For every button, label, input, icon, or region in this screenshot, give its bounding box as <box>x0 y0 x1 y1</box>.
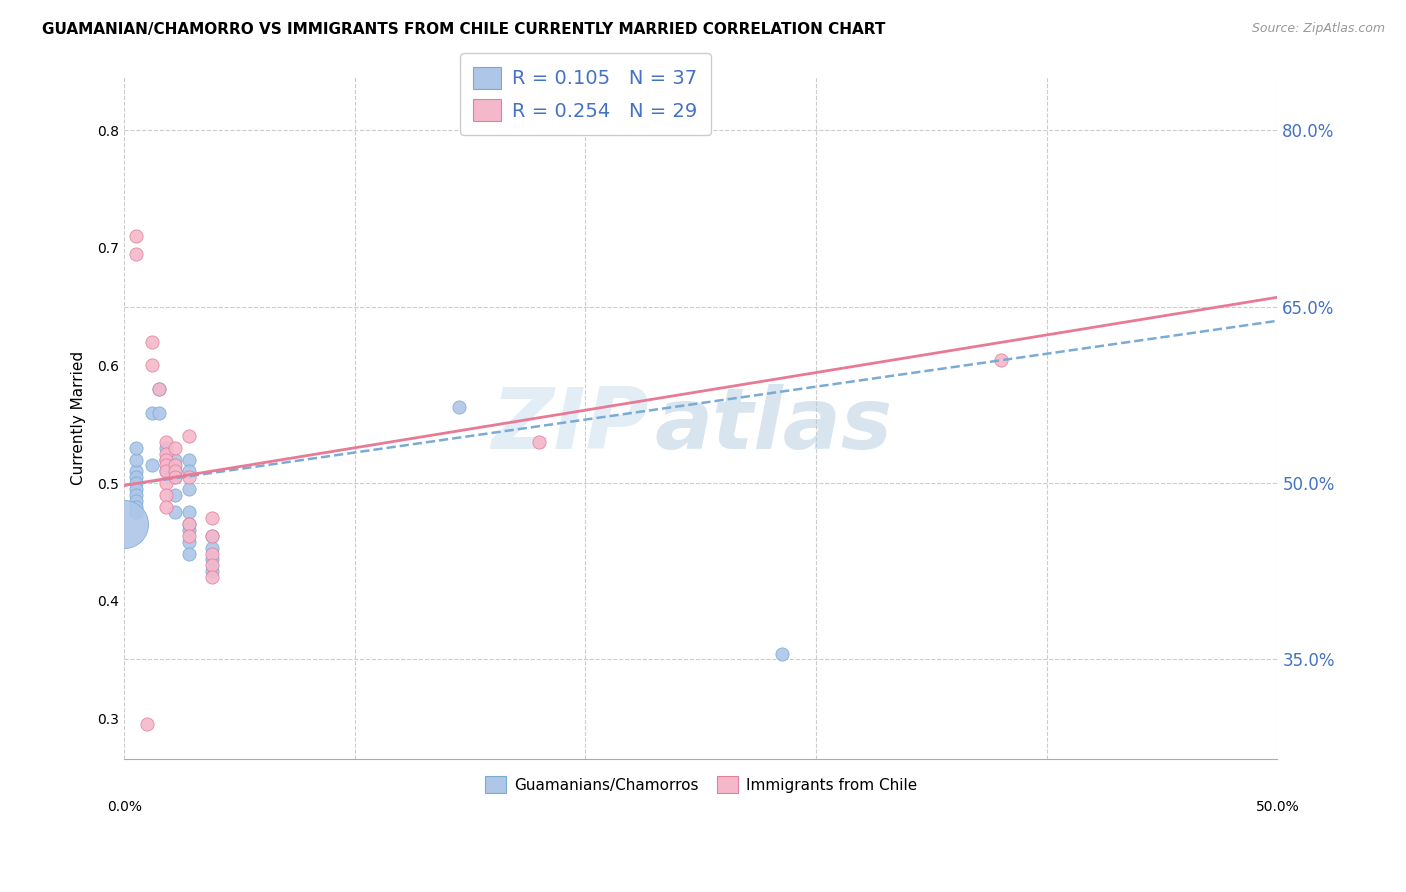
Point <box>148 382 170 396</box>
Point <box>125 441 148 455</box>
Point <box>163 470 186 484</box>
Point <box>201 529 224 543</box>
Point <box>125 493 148 508</box>
Point <box>177 534 200 549</box>
Point <box>125 488 148 502</box>
Point <box>201 564 224 578</box>
Point <box>141 359 163 373</box>
Point <box>163 441 186 455</box>
Point <box>177 547 200 561</box>
Point <box>177 529 200 543</box>
Point <box>155 464 177 478</box>
Point <box>177 470 200 484</box>
Point <box>136 717 159 731</box>
Point <box>201 558 224 573</box>
Point <box>141 458 163 473</box>
Point <box>177 505 200 519</box>
Point <box>177 452 200 467</box>
Point <box>177 464 200 478</box>
Text: ZIP: ZIP <box>491 384 650 467</box>
Point <box>201 529 224 543</box>
Point <box>201 541 224 555</box>
Point <box>163 488 186 502</box>
Point <box>990 352 1012 367</box>
Point <box>125 482 148 496</box>
Point <box>148 405 170 419</box>
Point <box>125 247 148 261</box>
Point <box>125 476 148 491</box>
Text: atlas: atlas <box>655 384 893 467</box>
Point <box>201 570 224 584</box>
Point <box>155 488 177 502</box>
Point <box>155 500 177 514</box>
Point <box>770 647 793 661</box>
Text: GUAMANIAN/CHAMORRO VS IMMIGRANTS FROM CHILE CURRENTLY MARRIED CORRELATION CHART: GUAMANIAN/CHAMORRO VS IMMIGRANTS FROM CH… <box>42 22 886 37</box>
Point <box>177 517 200 532</box>
Point <box>163 464 186 478</box>
Point <box>155 452 177 467</box>
Point <box>177 523 200 537</box>
Point <box>155 447 177 461</box>
Point <box>447 400 470 414</box>
Point <box>201 511 224 525</box>
Point <box>141 334 163 349</box>
Point <box>148 382 170 396</box>
Point <box>155 464 177 478</box>
Point <box>155 458 177 473</box>
Point <box>201 547 224 561</box>
Point <box>155 452 177 467</box>
Point <box>163 458 186 473</box>
Point <box>125 505 148 519</box>
Point <box>177 429 200 443</box>
Point <box>163 470 186 484</box>
Y-axis label: Currently Married: Currently Married <box>72 351 86 485</box>
Point <box>177 517 200 532</box>
Point <box>155 441 177 455</box>
Point <box>177 482 200 496</box>
Point <box>529 434 551 449</box>
Point <box>125 470 148 484</box>
Point <box>163 505 186 519</box>
Point <box>163 452 186 467</box>
Point <box>201 552 224 566</box>
Text: Source: ZipAtlas.com: Source: ZipAtlas.com <box>1251 22 1385 36</box>
Point <box>125 500 148 514</box>
Point <box>163 464 186 478</box>
Point <box>125 452 148 467</box>
Point <box>155 434 177 449</box>
Point <box>125 464 148 478</box>
Point <box>141 405 163 419</box>
Legend: Guamanians/Chamorros, Immigrants from Chile: Guamanians/Chamorros, Immigrants from Ch… <box>478 770 922 799</box>
Point <box>155 476 177 491</box>
Point <box>112 517 135 532</box>
Text: 50.0%: 50.0% <box>1256 800 1299 814</box>
Point <box>125 229 148 244</box>
Text: 0.0%: 0.0% <box>107 800 142 814</box>
